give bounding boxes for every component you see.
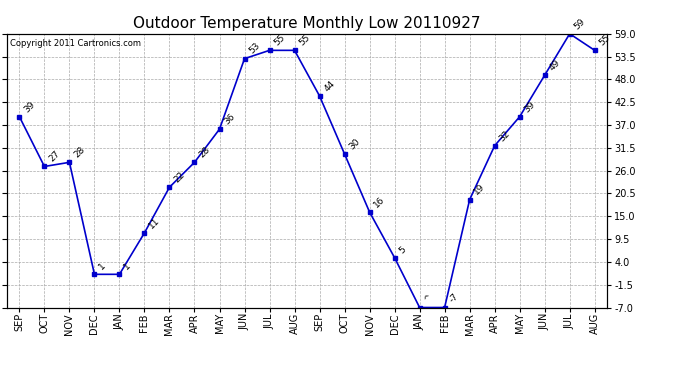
Text: 55: 55 [297, 33, 312, 48]
Text: 32: 32 [497, 129, 512, 143]
Text: 27: 27 [47, 149, 61, 164]
Text: 53: 53 [247, 41, 262, 56]
Text: 19: 19 [473, 182, 487, 197]
Text: 30: 30 [347, 137, 362, 151]
Text: 22: 22 [172, 170, 186, 184]
Text: 36: 36 [222, 112, 237, 126]
Title: Outdoor Temperature Monthly Low 20110927: Outdoor Temperature Monthly Low 20110927 [133, 16, 481, 31]
Text: 16: 16 [373, 195, 387, 209]
Text: 28: 28 [72, 145, 87, 159]
Text: 28: 28 [197, 145, 212, 159]
Text: 44: 44 [322, 79, 337, 93]
Text: 55: 55 [273, 33, 287, 48]
Text: 11: 11 [147, 216, 161, 230]
Text: -7: -7 [447, 292, 460, 305]
Text: 1: 1 [97, 261, 108, 272]
Text: 55: 55 [598, 33, 612, 48]
Text: 39: 39 [22, 99, 37, 114]
Text: 5: 5 [397, 244, 408, 255]
Text: 1: 1 [122, 261, 132, 272]
Text: Copyright 2011 Cartronics.com: Copyright 2011 Cartronics.com [10, 39, 141, 48]
Text: ^: ^ [422, 293, 434, 305]
Text: 59: 59 [573, 16, 587, 31]
Text: 49: 49 [547, 58, 562, 72]
Text: 39: 39 [522, 99, 537, 114]
